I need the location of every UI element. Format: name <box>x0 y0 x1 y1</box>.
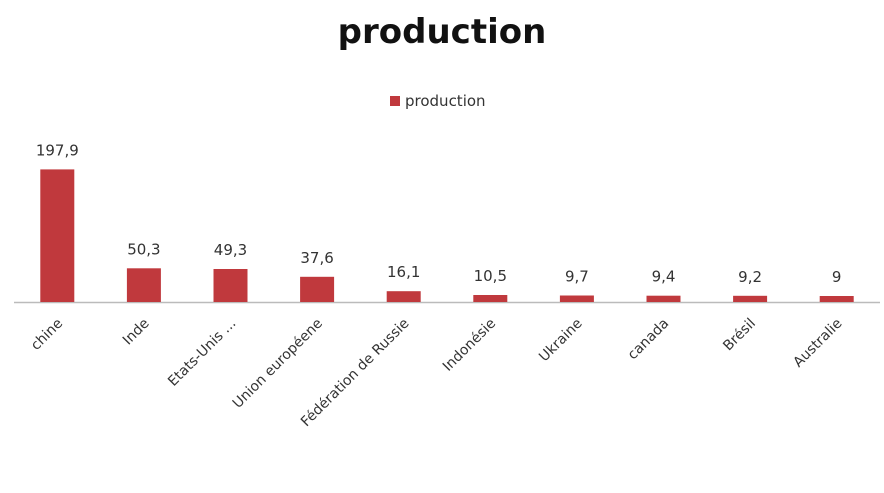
data-label-9: 9 <box>832 268 842 286</box>
legend-swatch <box>390 96 400 106</box>
category-label-7: canada <box>625 316 673 364</box>
bar-7 <box>646 295 681 302</box>
bar-5 <box>473 295 508 302</box>
bar-2 <box>213 269 248 302</box>
bar-8 <box>733 295 768 302</box>
chart-title: production <box>337 12 547 52</box>
data-label-4: 16,1 <box>387 263 420 281</box>
category-label-2: Etats-Unis ... <box>165 316 239 390</box>
category-label-3: Union européene <box>230 316 326 412</box>
bar-4 <box>386 291 421 302</box>
category-label-1: Inde <box>120 316 153 349</box>
bar-6 <box>559 295 594 302</box>
category-label-5: Indonésie <box>440 316 499 375</box>
legend: production <box>390 92 486 110</box>
data-label-7: 9,4 <box>652 268 676 286</box>
category-label-6: Ukraine <box>536 316 586 366</box>
category-label-0: chine <box>28 316 66 354</box>
bar-1 <box>126 268 161 302</box>
data-label-2: 49,3 <box>214 241 247 259</box>
data-label-8: 9,2 <box>738 268 762 286</box>
data-label-5: 10,5 <box>474 267 507 285</box>
category-label-9: Australie <box>790 316 845 371</box>
legend-label: production <box>405 92 486 110</box>
bar-3 <box>300 276 335 302</box>
data-label-3: 37,6 <box>300 249 333 267</box>
category-label-8: Brésil <box>720 316 759 355</box>
bar-0 <box>40 169 75 302</box>
data-label-0: 197,9 <box>36 141 79 159</box>
data-label-1: 50,3 <box>127 240 160 258</box>
bar-9 <box>819 296 854 302</box>
data-label-6: 9,7 <box>565 268 589 286</box>
